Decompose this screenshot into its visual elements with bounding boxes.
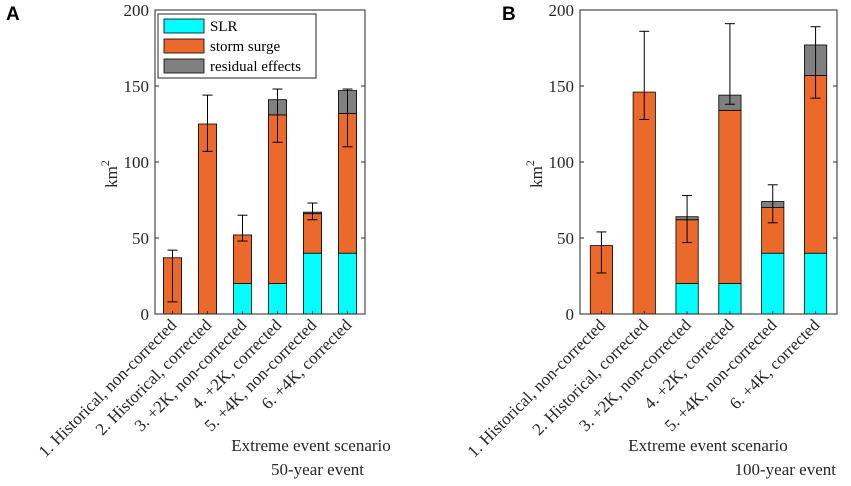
legend-slr-swatch <box>163 18 205 34</box>
panel-b-bar-5-slr <box>761 252 785 315</box>
panel-b-ytick-label: 100 <box>549 153 575 172</box>
panel-a-bars <box>162 88 357 315</box>
panel-a-ytick-label: 150 <box>124 77 150 96</box>
panel-b-ylabel: km2 <box>523 160 546 188</box>
panel-b-bar-4-storm-surge <box>718 109 742 284</box>
panel-a-bar-6-slr <box>337 252 357 315</box>
panel-a: A 0 50 100 150 200 1. Historical, non-correc… <box>6 1 391 479</box>
panel-b-errorbar-5 <box>767 184 778 224</box>
panel-a-errorbar-2 <box>202 94 213 152</box>
panel-b-ytick-label: 0 <box>566 305 575 324</box>
panel-b-errorbar-2 <box>639 30 650 120</box>
legend-residual-swatch <box>163 58 205 74</box>
panel-a-bar-4-slr <box>267 283 287 315</box>
legend-storm-surge-swatch <box>163 38 205 54</box>
panel-a-category-label-1: 1. Historical, non-corrected <box>35 315 181 461</box>
panel-a-errorbar-5 <box>307 202 318 221</box>
panel-b-ytick-label: 50 <box>557 229 574 248</box>
panel-b-bar-6-slr <box>804 252 828 315</box>
panel-b-bar-3-slr <box>675 283 699 315</box>
panel-a-bar-2-storm-surge <box>197 123 217 315</box>
panel-a-subtitle: 50-year event <box>271 460 364 479</box>
panel-b-xlabel: Extreme event scenario <box>628 436 788 455</box>
legend: SLR storm surge residual effects <box>157 13 317 79</box>
panel-a-errorbar-1 <box>167 249 178 303</box>
panel-b-ytick-label: 150 <box>549 77 575 96</box>
panel-b-bar-4-slr <box>718 283 742 315</box>
panel-b-errorbar-3 <box>682 194 693 244</box>
panel-b-subtitle: 100-year event <box>735 460 837 479</box>
panel-b-bars <box>589 23 828 315</box>
panel-a-ytick-label: 50 <box>132 229 149 248</box>
panel-a-xlabel: Extreme event scenario <box>231 436 391 455</box>
panel-a-ylabel: km2 <box>98 160 121 188</box>
panel-a-errorbar-4 <box>272 88 283 143</box>
legend-slr-label: SLR <box>210 19 238 35</box>
panel-a-bar-3-storm-surge <box>232 234 252 285</box>
legend-residual-label: residual effects <box>210 59 301 75</box>
panel-b-errorbar-4 <box>724 23 735 105</box>
panel-a-bar-3-slr <box>232 283 252 315</box>
panel-a-yticks: 0 50 100 150 200 <box>124 1 365 324</box>
panel-b-errorbar-1 <box>596 231 607 274</box>
panel-b-ytick-label: 200 <box>549 1 575 20</box>
panel-a-label: A <box>6 4 20 25</box>
panel-b-bar-6-storm-surge <box>804 74 828 254</box>
panel-a-ytick-label: 100 <box>124 153 150 172</box>
panel-b-yticks: 0 50 100 150 200 <box>549 1 837 324</box>
panel-a-bar-5-slr <box>302 252 322 315</box>
panel-a-ytick-label: 0 <box>141 305 150 324</box>
legend-storm-surge-label: storm surge <box>210 39 280 55</box>
panel-b-axes-frame <box>579 9 838 315</box>
panel-a-ytick-label: 200 <box>124 1 150 20</box>
panel-b-errorbar-6 <box>810 26 821 99</box>
panel-a-errorbar-6 <box>342 88 353 148</box>
panel-a-errorbar-3 <box>237 214 248 242</box>
panel-b-label: B <box>502 4 516 25</box>
panel-b-bar-2-storm-surge <box>632 91 656 315</box>
